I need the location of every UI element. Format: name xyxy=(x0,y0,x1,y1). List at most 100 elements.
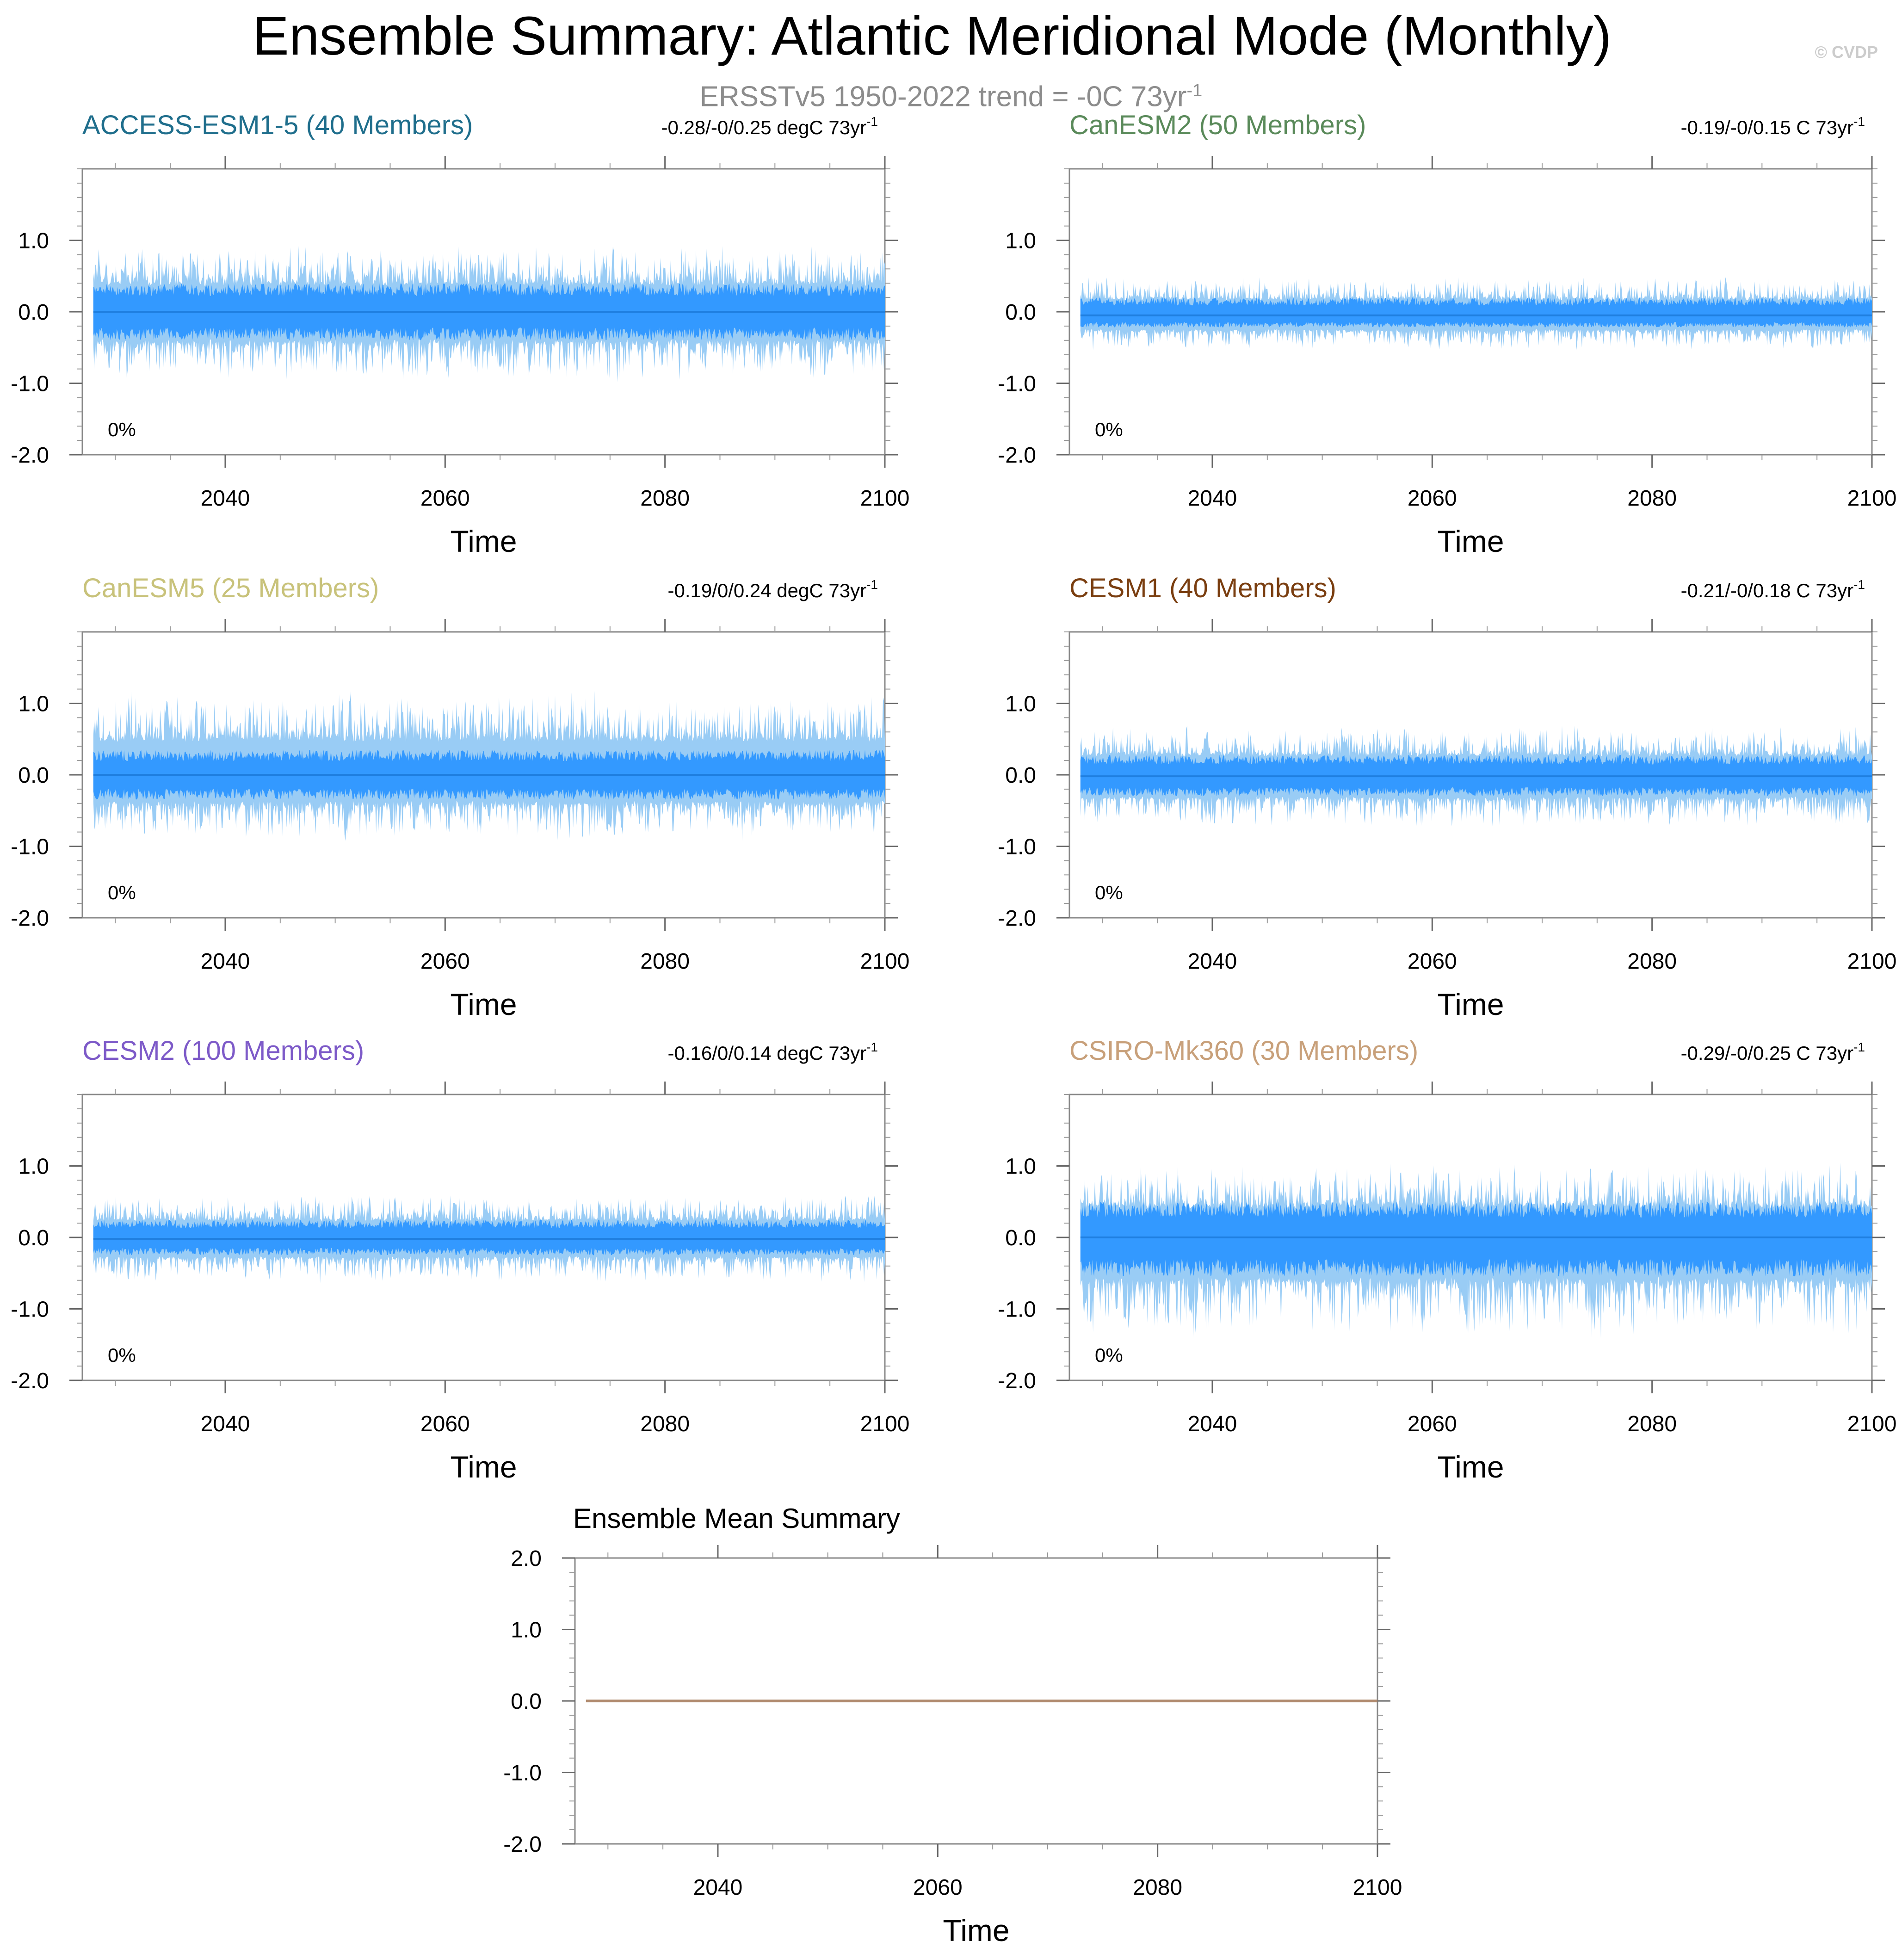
chart-panel-4: 1.0 0.0 -1.0 -2.0 2040 2060 2080 2100 Time CESM1 … xyxy=(998,573,1896,1021)
x-tick-label: 2040 xyxy=(693,1875,743,1900)
x-axis-label: Time xyxy=(1437,987,1504,1021)
y-tick-label: 1.0 xyxy=(18,692,49,717)
trend-superscript: -1 xyxy=(1853,1040,1865,1054)
trend-text: -0.28/-0/0.25 degC 73yr xyxy=(661,117,866,138)
x-tick-label: 2080 xyxy=(1627,1412,1677,1436)
y-tick-label: -2.0 xyxy=(998,443,1036,468)
trend-text: -0.29/-0/0.25 C 73yr xyxy=(1681,1042,1854,1064)
x-tick-label: 2100 xyxy=(1353,1875,1402,1900)
percent-label: 0% xyxy=(108,882,136,903)
trend-label: -0.28/-0/0.25 degC 73yr-1 xyxy=(661,114,878,138)
y-tick-label: 2.0 xyxy=(511,1546,542,1571)
inner-band-area xyxy=(93,1219,885,1255)
y-tick-label: 1.0 xyxy=(18,229,49,254)
chart-panel-7: 2.0 1.0 0.0 -1.0 -2.0 2040 2060 2080 2100 Time Ens… xyxy=(503,1503,1402,1948)
x-tick-label: 2060 xyxy=(420,1412,470,1436)
x-tick-label: 2060 xyxy=(1408,486,1457,511)
panel-title: CESM2 (100 Members) xyxy=(82,1036,364,1066)
subtitle-superscript: -1 xyxy=(1186,81,1203,100)
x-axis-label: Time xyxy=(943,1913,1009,1948)
y-tick-label: -2.0 xyxy=(11,1369,49,1393)
percent-label: 0% xyxy=(108,419,136,440)
trend-text: -0.16/0/0.14 degC 73yr xyxy=(667,1042,866,1064)
y-tick-label: 1.0 xyxy=(511,1618,542,1643)
x-tick-label: 2040 xyxy=(201,1412,250,1436)
x-tick-label: 2040 xyxy=(201,949,250,974)
trend-label: -0.19/-0/0.15 C 73yr-1 xyxy=(1681,114,1865,138)
x-tick-label: 2060 xyxy=(1408,1412,1457,1436)
y-tick-label: 1.0 xyxy=(18,1155,49,1179)
y-tick-label: 0.0 xyxy=(1005,300,1036,325)
trend-label: -0.19/0/0.24 degC 73yr-1 xyxy=(667,577,878,601)
y-tick-label: -1.0 xyxy=(998,835,1036,859)
x-tick-label: 2100 xyxy=(1847,1412,1897,1436)
chart-panel-3: 1.0 0.0 -1.0 -2.0 2040 2060 2080 2100 Time CanESM… xyxy=(11,573,909,1021)
y-tick-label: 0.0 xyxy=(511,1689,542,1714)
x-tick-label: 2040 xyxy=(1188,1412,1237,1436)
x-tick-label: 2080 xyxy=(640,949,690,974)
percent-label: 0% xyxy=(1095,419,1123,440)
percent-label: 0% xyxy=(108,1344,136,1366)
figure-title: Ensemble Summary: Atlantic Meridional Mo… xyxy=(252,6,1612,67)
y-tick-label: -1.0 xyxy=(998,1298,1036,1322)
x-tick-label: 2100 xyxy=(1847,486,1897,511)
chart-panel-6: 1.0 0.0 -1.0 -2.0 2040 2060 2080 2100 Time CSIRO-… xyxy=(998,1036,1896,1484)
panel-title: CSIRO-Mk360 (30 Members) xyxy=(1069,1036,1418,1066)
x-tick-label: 2080 xyxy=(1133,1875,1182,1900)
y-tick-label: 0.0 xyxy=(18,300,49,325)
trend-superscript: -1 xyxy=(1853,577,1865,592)
x-axis-label: Time xyxy=(450,1450,517,1484)
trend-label: -0.29/-0/0.25 C 73yr-1 xyxy=(1681,1040,1865,1064)
x-axis-label: Time xyxy=(1437,524,1504,558)
figure-subtitle: ERSSTv5 1950-2022 trend = -0C 73yr-1 xyxy=(0,74,1902,114)
y-tick-label: -2.0 xyxy=(11,906,49,931)
panel-title: CanESM2 (50 Members) xyxy=(1069,110,1366,140)
x-tick-label: 2100 xyxy=(1847,949,1897,974)
x-tick-label: 2040 xyxy=(1188,949,1237,974)
y-tick-label: -2.0 xyxy=(503,1832,542,1857)
trend-text: -0.21/-0/0.18 C 73yr xyxy=(1681,580,1854,601)
x-tick-label: 2060 xyxy=(420,949,470,974)
inner-band-area xyxy=(1080,1201,1872,1277)
inner-band-area xyxy=(1080,297,1872,328)
panel-title: CESM1 (40 Members) xyxy=(1069,573,1336,603)
x-tick-label: 2040 xyxy=(1188,486,1237,511)
y-tick-label: -2.0 xyxy=(998,906,1036,931)
trend-label: -0.16/0/0.14 degC 73yr-1 xyxy=(667,1040,878,1064)
chart-panel-5: 1.0 0.0 -1.0 -2.0 2040 2060 2080 2100 Time CESM2 … xyxy=(11,1036,909,1484)
trend-text: -0.19/-0/0.15 C 73yr xyxy=(1681,117,1854,138)
y-tick-label: -1.0 xyxy=(11,835,49,859)
x-tick-label: 2040 xyxy=(201,486,250,511)
x-tick-label: 2080 xyxy=(640,486,690,511)
y-tick-label: -2.0 xyxy=(998,1369,1036,1393)
y-tick-label: 0.0 xyxy=(18,1226,49,1250)
x-tick-label: 2100 xyxy=(860,1412,910,1436)
y-tick-label: 0.0 xyxy=(1005,1226,1036,1250)
chart-panel-2: 1.0 0.0 -1.0 -2.0 2040 2060 2080 2100 Time CanESM… xyxy=(998,110,1896,558)
trend-superscript: -1 xyxy=(866,1040,878,1054)
trend-label: -0.21/-0/0.18 C 73yr-1 xyxy=(1681,577,1865,601)
y-tick-label: -1.0 xyxy=(998,372,1036,396)
panel-title: CanESM5 (25 Members) xyxy=(82,573,379,603)
y-tick-label: 1.0 xyxy=(1005,229,1036,254)
x-axis-label: Time xyxy=(450,987,517,1021)
trend-superscript: -1 xyxy=(1853,114,1865,129)
x-axis-label: Time xyxy=(450,524,517,558)
panel-title: Ensemble Mean Summary xyxy=(573,1503,900,1534)
watermark: © CVDP xyxy=(1815,43,1878,62)
x-tick-label: 2080 xyxy=(1627,486,1677,511)
trend-superscript: -1 xyxy=(866,114,878,129)
x-tick-label: 2060 xyxy=(420,486,470,511)
x-tick-label: 2080 xyxy=(1627,949,1677,974)
y-tick-label: -1.0 xyxy=(11,372,49,396)
x-tick-label: 2060 xyxy=(913,1875,963,1900)
x-axis-label: Time xyxy=(1437,1450,1504,1484)
x-tick-label: 2100 xyxy=(860,486,910,511)
y-tick-label: 1.0 xyxy=(1005,1155,1036,1179)
chart-panel-1: 1.0 0.0 -1.0 -2.0 2040 2060 2080 2100 Time ACCESS… xyxy=(11,110,909,558)
percent-label: 0% xyxy=(1095,1344,1123,1366)
x-tick-label: 2100 xyxy=(860,949,910,974)
y-tick-label: 0.0 xyxy=(1005,763,1036,788)
y-tick-label: 1.0 xyxy=(1005,692,1036,717)
